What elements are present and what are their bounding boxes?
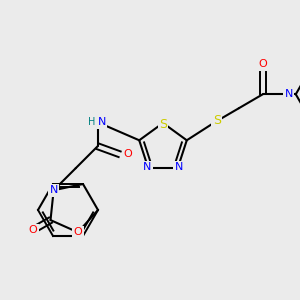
Text: N: N <box>50 185 58 195</box>
Text: N: N <box>98 117 106 127</box>
Text: O: O <box>74 227 82 237</box>
Text: O: O <box>123 149 132 159</box>
Text: N: N <box>285 89 293 99</box>
Text: N: N <box>175 162 183 172</box>
Text: O: O <box>29 225 38 235</box>
Text: H: H <box>88 117 95 127</box>
Text: S: S <box>159 118 167 130</box>
Text: S: S <box>213 114 221 127</box>
Text: O: O <box>258 59 267 69</box>
Text: N: N <box>143 162 152 172</box>
